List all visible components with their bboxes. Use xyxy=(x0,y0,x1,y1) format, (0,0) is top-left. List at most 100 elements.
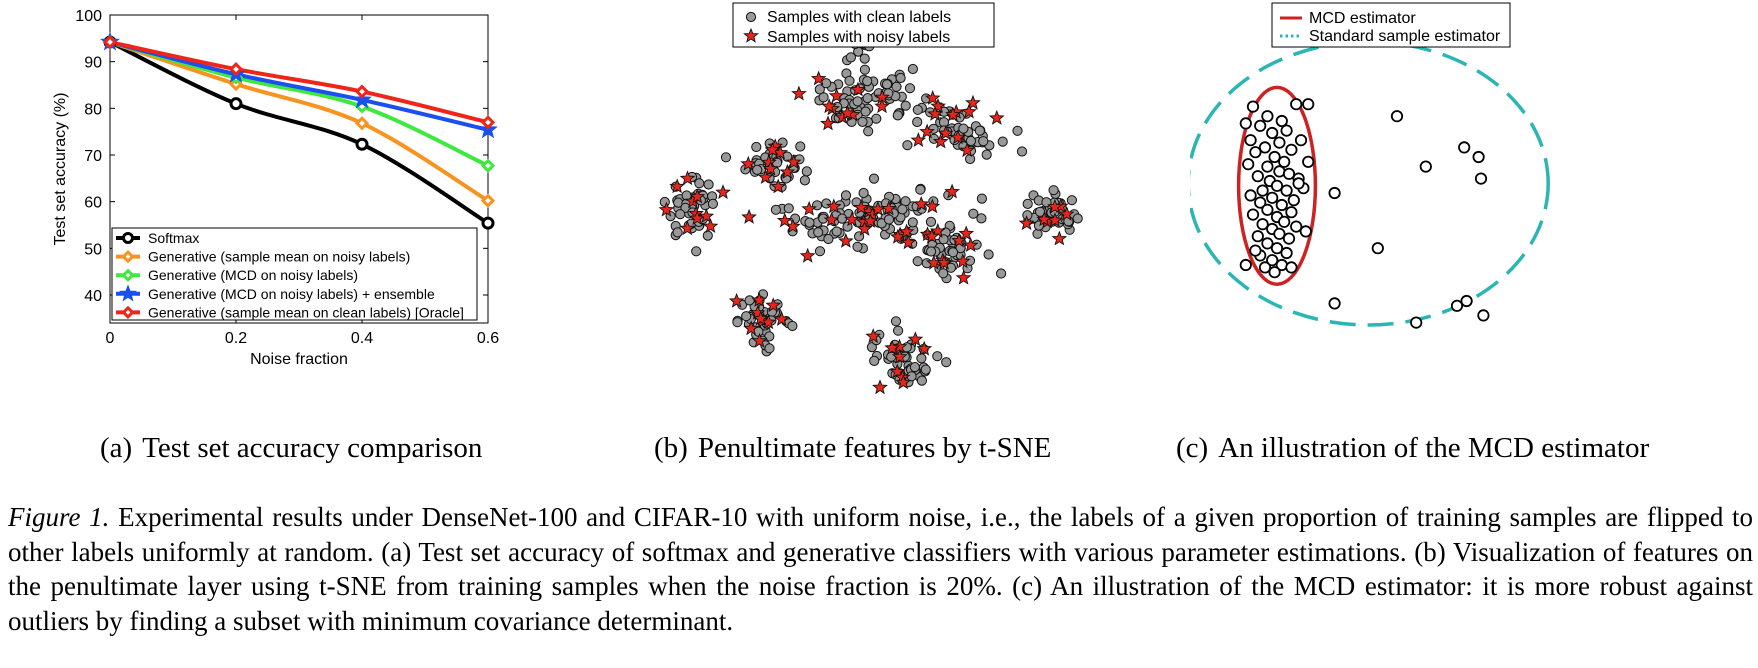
clean-sample-point xyxy=(844,75,855,86)
noisy-sample-point xyxy=(949,129,966,145)
clean-sample-point xyxy=(881,79,893,90)
x-tick-label: 0.4 xyxy=(351,330,373,347)
noisy-sample-point xyxy=(751,291,767,307)
noisy-sample-point xyxy=(743,320,759,336)
noisy-sample-point xyxy=(844,211,860,227)
clean-sample-point xyxy=(752,164,763,175)
data-sample-point xyxy=(1249,244,1262,257)
clean-sample-point xyxy=(976,193,987,204)
clean-sample-point xyxy=(915,184,926,195)
data-sample-point xyxy=(1256,184,1269,197)
data-sample-point xyxy=(1242,158,1255,171)
noisy-sample-point xyxy=(702,218,719,234)
data-sample-point xyxy=(1266,126,1279,140)
legend-a: Softmax Generative (sample mean on noisy … xyxy=(111,227,478,321)
noisy-sample-point xyxy=(821,98,837,114)
x-tick-label: 0.6 xyxy=(477,330,499,347)
y-tick-label: 80 xyxy=(84,101,102,118)
subcaption-a-text: Test set accuracy comparison xyxy=(142,432,483,464)
data-sample-point xyxy=(1268,150,1281,164)
chart-panel-b: Samples with clean labels Samples with no… xyxy=(620,0,1140,420)
clean-sample-point xyxy=(845,52,856,63)
noisy-sample-point xyxy=(910,132,927,148)
legend-a-label-2: Generative (MCD on noisy labels) xyxy=(148,267,358,283)
noisy-sample-point xyxy=(945,106,961,122)
noisy-sample-point xyxy=(728,292,745,308)
data-sample-point xyxy=(1273,136,1286,149)
noisy-sample-point xyxy=(959,142,976,158)
noisy-sample-point xyxy=(900,234,917,250)
noisy-sample-point xyxy=(791,85,807,101)
clean-sample-point xyxy=(907,63,918,75)
clean-sample-point xyxy=(1016,146,1028,157)
noisy-sample-point xyxy=(919,123,935,139)
noisy-sample-point xyxy=(916,340,933,356)
data-sample-point xyxy=(1249,146,1262,159)
noisy-sample-point xyxy=(865,328,882,344)
data-sample-point xyxy=(1328,186,1341,200)
noisy-sample-point xyxy=(765,297,782,313)
legend-b-clean-marker xyxy=(745,11,757,23)
noisy-sample-point xyxy=(658,201,675,217)
clean-sample-point xyxy=(912,116,923,128)
data-sample-point xyxy=(1302,98,1315,111)
clean-sample-point xyxy=(996,268,1007,279)
subcaption-b: (b) Penultimate features by t-SNE xyxy=(654,432,1051,465)
data-sample-point xyxy=(1261,203,1274,216)
series-line-0 xyxy=(109,40,490,225)
clean-sample-point xyxy=(770,204,781,215)
y-tick-label: 60 xyxy=(84,195,102,212)
noisy-sample-point xyxy=(884,339,901,355)
clean-sample-point xyxy=(764,343,775,354)
data-sample-point xyxy=(1282,167,1296,180)
series-2-point xyxy=(480,158,496,173)
clean-sample-point xyxy=(897,204,908,215)
clean-sample-point xyxy=(909,362,920,373)
clean-sample-point xyxy=(862,76,873,87)
noisy-sample-point xyxy=(839,104,856,120)
data-sample-point xyxy=(1278,155,1291,168)
clean-sample-point xyxy=(978,136,989,147)
noisy-sample-point xyxy=(898,223,915,239)
x-axis-label: Noise fraction xyxy=(250,351,348,368)
data-sample-point xyxy=(1285,143,1298,156)
legend-c-box xyxy=(1271,2,1511,48)
series-1-point xyxy=(354,116,370,131)
y-axis-label: Test set accuracy (%) xyxy=(52,93,69,246)
noisy-sample-point xyxy=(810,70,827,86)
clean-sample-point xyxy=(892,110,903,121)
figure-caption-text: Experimental results under DenseNet-100 … xyxy=(8,502,1754,636)
accuracy-line-chart: 40 50 60 70 80 90 100 0 0.2 0.4 0.6 Noise fraction T… xyxy=(52,8,499,368)
series-line-1 xyxy=(109,40,490,203)
legend-a-label-3: Generative (MCD on noisy labels) + ensem… xyxy=(148,286,435,302)
clean-sample-point xyxy=(859,64,870,75)
clean-sample-point xyxy=(814,84,825,95)
clean-sample-point xyxy=(859,53,870,64)
clean-sample-point xyxy=(891,81,902,92)
clean-sample-point xyxy=(981,149,992,160)
data-sample-point xyxy=(1258,141,1272,154)
clean-sample-point xyxy=(907,217,918,228)
data-sample-point xyxy=(1275,198,1288,212)
clean-sample-point xyxy=(694,178,705,189)
clean-sample-point xyxy=(659,196,670,208)
series-1-point xyxy=(480,193,496,208)
clean-sample-point xyxy=(893,325,904,336)
clean-sample-point xyxy=(823,233,834,245)
clean-sample-point xyxy=(974,125,985,136)
mcd-estimator-ellipse xyxy=(1236,85,1318,286)
data-sample-point xyxy=(1280,184,1293,197)
data-sample-point xyxy=(1256,218,1269,231)
clean-sample-point xyxy=(720,152,732,163)
clean-sample-point xyxy=(866,342,877,353)
noisy-sample-point xyxy=(837,232,854,248)
clean-sample-point xyxy=(813,227,824,238)
clean-sample-point xyxy=(912,104,923,115)
noisy-sample-point xyxy=(828,87,845,103)
noisy-sample-point xyxy=(820,115,836,131)
data-sample-point xyxy=(1251,230,1264,243)
legend-a-label-4: Generative (sample mean on clean labels)… xyxy=(148,304,464,320)
data-sample-point xyxy=(1460,294,1473,308)
clean-sample-point xyxy=(868,173,880,184)
legend-c-mcd-label: MCD estimator xyxy=(1309,10,1416,27)
